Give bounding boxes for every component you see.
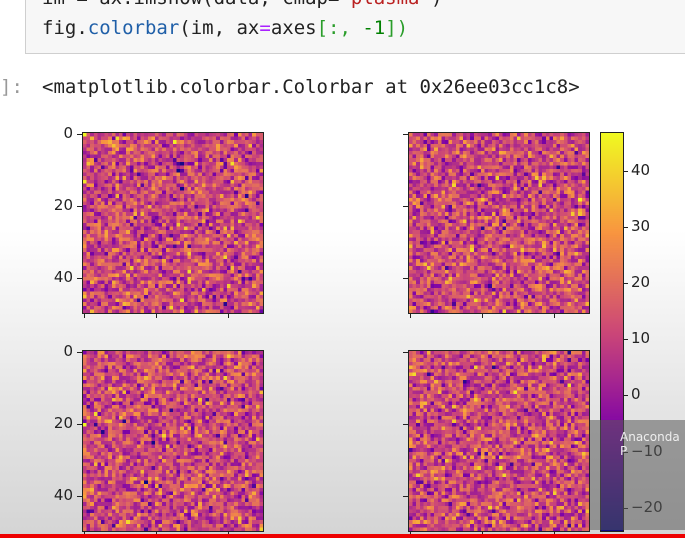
y-tick [403, 277, 408, 279]
colorbar-tick [623, 227, 628, 229]
x-tick [83, 313, 85, 318]
y-tick [403, 495, 408, 497]
y-tick-label: 0 [63, 123, 73, 142]
x-tick [155, 313, 157, 318]
y-tick [77, 133, 82, 135]
code-cell[interactable]: im = ax.imshow(data, cmap='plasma') fig.… [25, 0, 685, 54]
red-border [0, 534, 685, 538]
colorbar-tick-label: 30 [631, 217, 651, 236]
colorbar-tick-label: 0 [631, 385, 641, 404]
y-tick-label: 0 [63, 341, 73, 360]
y-tick [403, 423, 408, 425]
x-tick [553, 531, 555, 536]
heatmap-panel-1 [82, 132, 264, 314]
heatmap-image [83, 351, 263, 531]
heatmap-panel-2 [408, 132, 590, 314]
x-tick [155, 531, 157, 536]
x-tick [481, 313, 483, 318]
colorbar-tick [623, 395, 628, 397]
x-tick [83, 531, 85, 536]
x-tick [409, 531, 411, 536]
colorbar-tick-label: 20 [631, 273, 651, 292]
heatmap-image [409, 133, 589, 313]
anaconda-popup[interactable]: Anaconda P [590, 420, 685, 530]
x-tick [227, 531, 229, 536]
heatmap-image [83, 133, 263, 313]
y-tick-label: 40 [53, 485, 73, 504]
y-tick-label: 40 [53, 267, 73, 286]
colorbar-tick [623, 283, 628, 285]
x-tick [553, 313, 555, 318]
y-tick [77, 423, 82, 425]
y-tick-label: 20 [53, 413, 73, 432]
y-tick [77, 495, 82, 497]
code-line-1: im = ax.imshow(data, cmap='plasma') [42, 0, 442, 9]
colorbar-tick [623, 171, 628, 173]
y-tick [77, 277, 82, 279]
popup-title: Anaconda P [620, 430, 680, 458]
heatmap-panel-4 [408, 350, 590, 532]
y-tick-label: 20 [53, 195, 73, 214]
output-prompt: ]: [0, 76, 23, 98]
heatmap-image [409, 351, 589, 531]
y-tick [403, 133, 408, 135]
x-tick [409, 313, 411, 318]
heatmap-panel-3 [82, 350, 264, 532]
x-tick [481, 531, 483, 536]
x-tick [227, 313, 229, 318]
colorbar-tick [623, 339, 628, 341]
y-tick [403, 351, 408, 353]
colorbar-tick-label: 10 [631, 329, 651, 348]
output-text: <matplotlib.colorbar.Colorbar at 0x26ee0… [42, 76, 580, 98]
y-tick [77, 205, 82, 207]
y-tick [77, 351, 82, 353]
code-line-2: fig.colorbar(im, ax=axes[:, -1]) [42, 17, 409, 39]
colorbar-tick-label: 40 [631, 161, 651, 180]
y-tick [403, 205, 408, 207]
